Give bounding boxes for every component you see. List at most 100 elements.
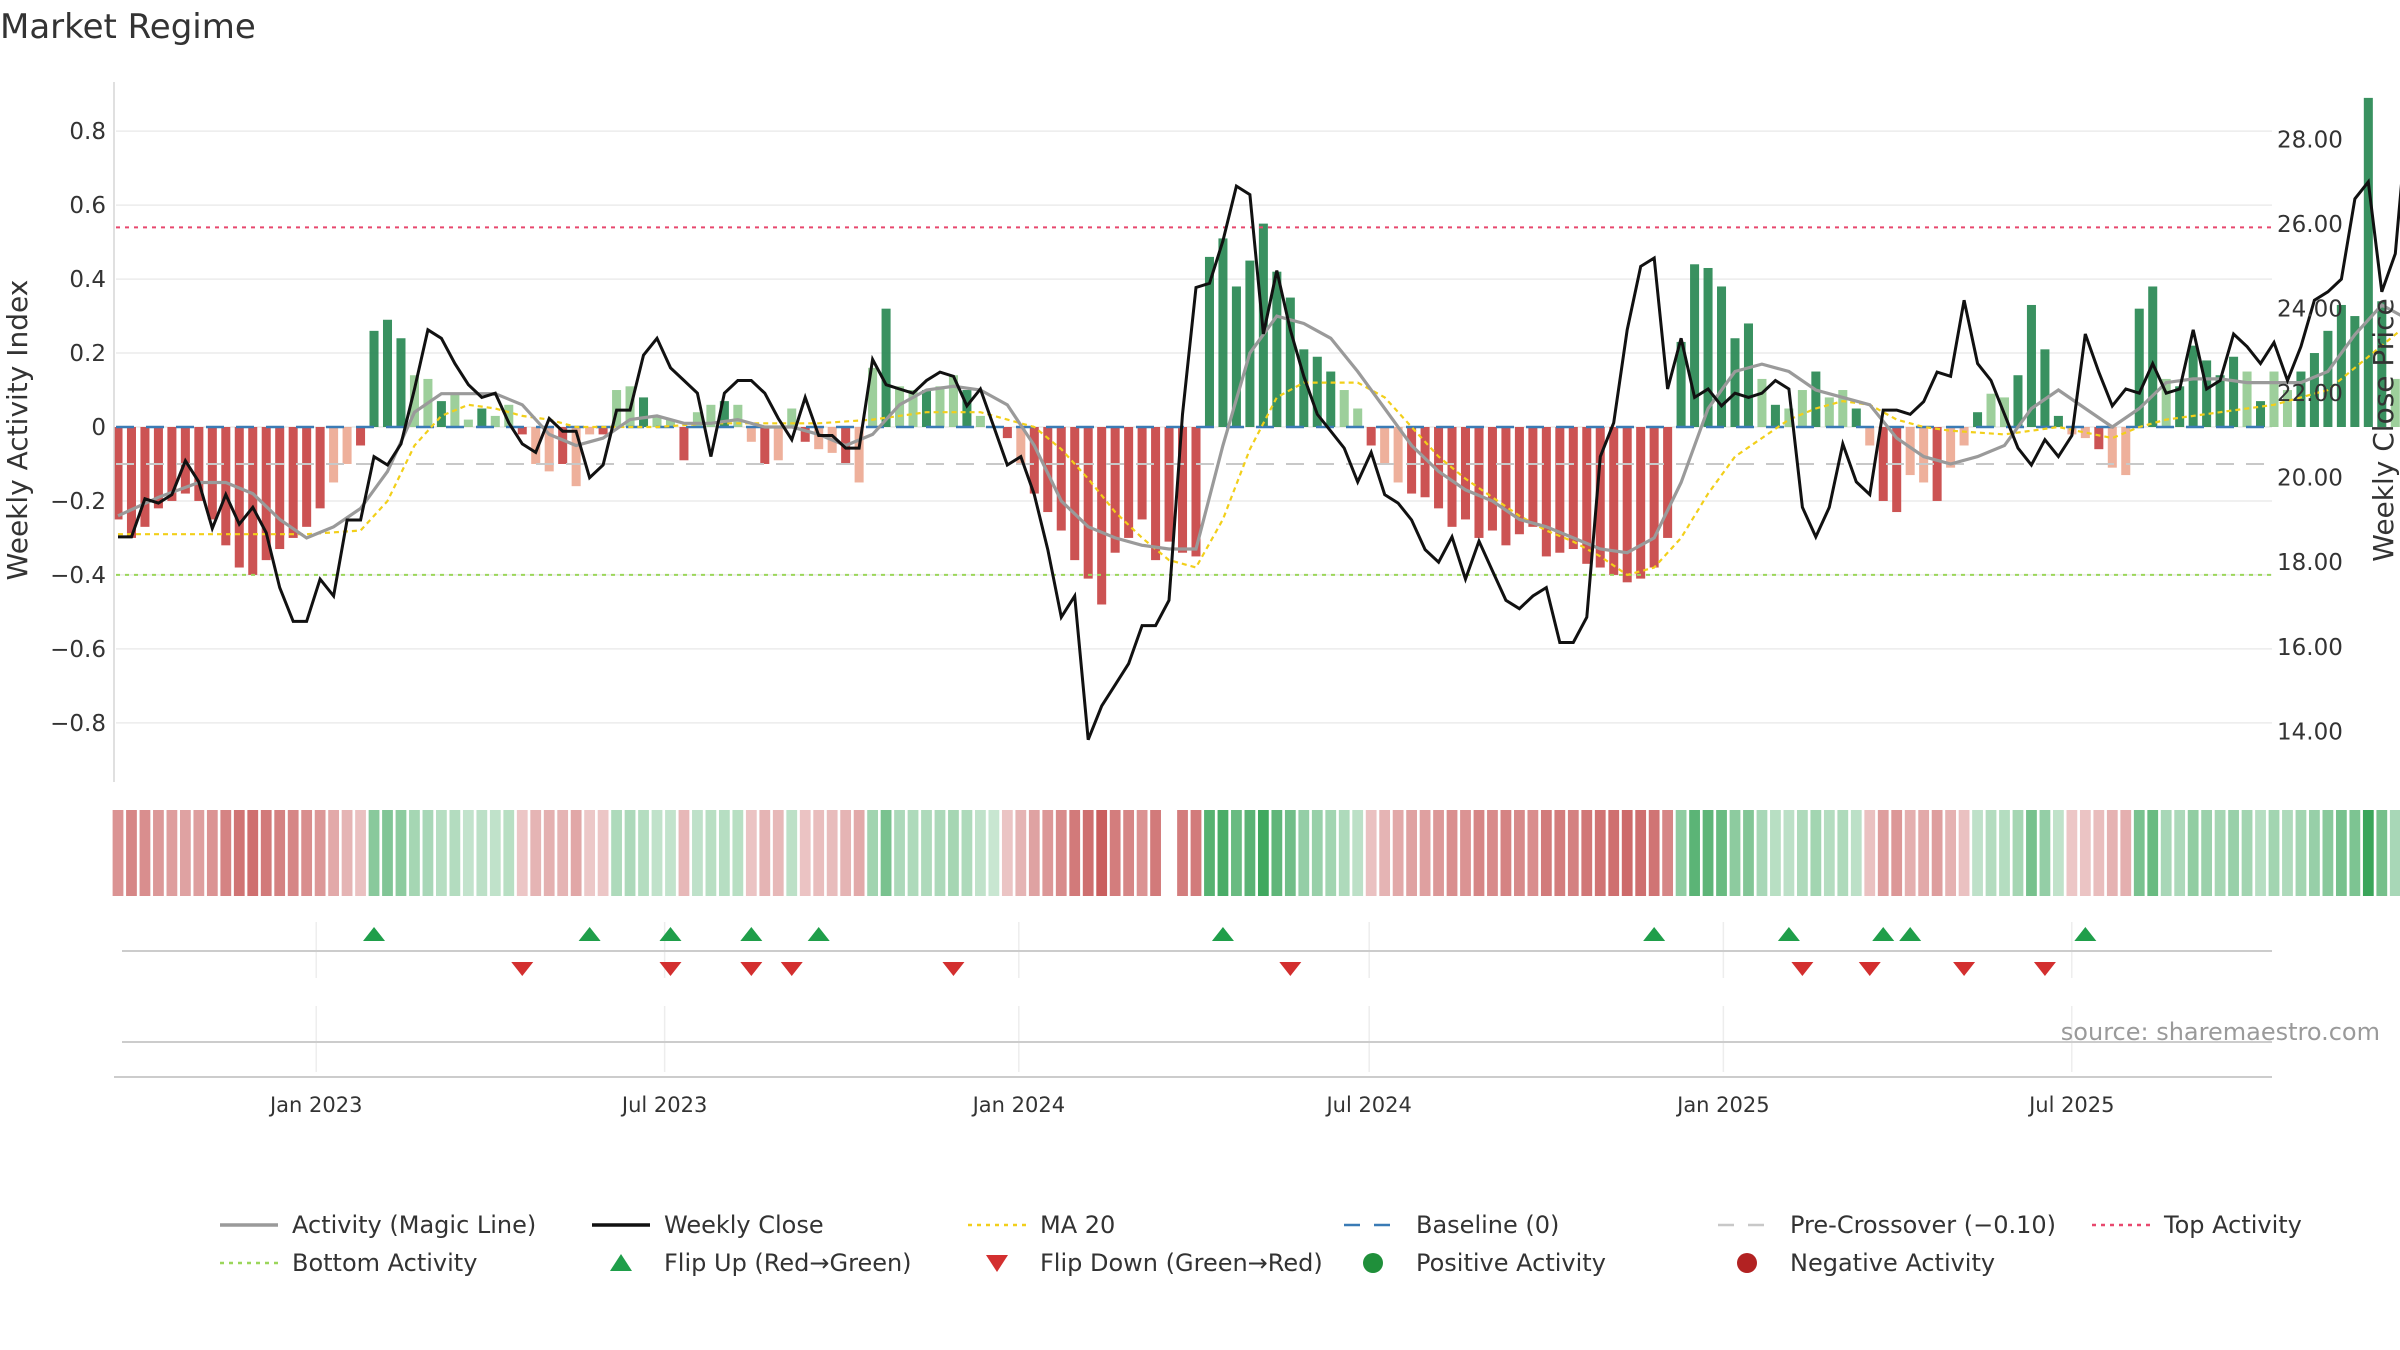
activity-bar-positive: [1312, 356, 1322, 427]
regime-cell: [1406, 810, 1417, 896]
activity-bar-positive: [1703, 267, 1713, 427]
activity-bar-positive: [2229, 356, 2239, 427]
activity-bar-negative: [1622, 427, 1632, 583]
activity-bar-negative: [1649, 427, 1659, 568]
regime-cell: [1958, 810, 1970, 896]
regime-cell: [1716, 810, 1727, 896]
activity-bar-positive: [1770, 404, 1780, 427]
y-tick-left-label: 0.8: [69, 119, 106, 145]
regime-cell: [1891, 810, 1903, 896]
regime-cell: [247, 810, 259, 896]
regime-cell: [1257, 810, 1269, 896]
y-tick-left-label: 0: [91, 415, 106, 441]
activity-bar-positive: [409, 375, 419, 427]
regime-cell: [516, 810, 528, 896]
activity-bar-negative: [531, 427, 541, 464]
legend-label: Pre-Crossover (−0.10): [1790, 1211, 2056, 1239]
regime-cell: [1271, 810, 1283, 896]
flip-markers: [122, 922, 2272, 1072]
regime-cell: [436, 810, 447, 896]
activity-bar-positive: [2188, 345, 2198, 427]
flip-up-marker: [807, 927, 830, 941]
regime-cell: [1365, 810, 1377, 896]
activity-bar-positive: [1339, 390, 1349, 427]
magic-line: [117, 302, 2400, 555]
activity-bar-negative: [1595, 427, 1605, 568]
regime-cell: [2187, 810, 2199, 896]
axes: −0.8 −0.6 −0.4 −0.2 0 0.2 0.4 0.6 0.8 14.00 16.00 1…: [50, 82, 2343, 782]
regime-cell: [166, 810, 178, 896]
regime-cell: [867, 810, 878, 896]
flip-down-marker: [1279, 962, 1302, 976]
legend-label: Activity (Magic Line): [292, 1211, 536, 1239]
legend-label: Weekly Close: [664, 1211, 824, 1239]
legend-label: Top Activity: [2163, 1211, 2302, 1239]
regime-cell: [1433, 810, 1444, 896]
activity-bar-positive: [2215, 375, 2225, 427]
regime-cell: [880, 810, 892, 896]
activity-bar-positive: [639, 397, 649, 427]
regime-cell: [449, 810, 461, 896]
activity-bar-positive: [2336, 304, 2346, 427]
activity-bar-positive: [2026, 304, 2036, 427]
regime-cell: [1823, 810, 1835, 896]
regime-cell: [260, 810, 272, 896]
activity-bar-negative: [1178, 427, 1188, 553]
activity-bar-positive: [1717, 286, 1727, 427]
activity-bar-positive: [2282, 390, 2292, 427]
regime-cell: [2106, 810, 2118, 896]
activity-bar-positive: [1757, 378, 1767, 427]
activity-bar-positive: [1690, 264, 1700, 427]
activity-bar-negative: [1029, 427, 1039, 494]
activity-bar-negative: [544, 427, 554, 472]
regime-cell: [206, 810, 218, 896]
activity-bar-negative: [248, 427, 258, 575]
regime-cell: [1028, 810, 1040, 896]
regime-cell: [328, 810, 339, 896]
activity-bar-negative: [1514, 427, 1524, 535]
regime-cell: [1999, 810, 2010, 896]
regime-cell: [1850, 810, 1862, 896]
activity-bar-negative: [1016, 427, 1026, 464]
activity-bar-positive: [2161, 378, 2171, 427]
regime-cell: [1136, 810, 1148, 896]
activity-bar-negative: [302, 427, 312, 527]
activity-bar-negative: [1124, 427, 1134, 538]
activity-bar-negative: [221, 427, 231, 546]
regime-cell: [557, 810, 569, 896]
flip-down-marker: [1953, 962, 1976, 976]
activity-bar-negative: [1380, 427, 1390, 464]
legend-swatch: [1737, 1253, 1757, 1273]
regime-cell: [1810, 810, 1822, 896]
regime-cell: [1231, 810, 1242, 896]
activity-bar-positive: [436, 401, 446, 427]
activity-bar-negative: [571, 427, 581, 487]
activity-bar-negative: [1434, 427, 1444, 509]
regime-cell: [476, 810, 488, 896]
activity-bar-positive: [1299, 349, 1309, 427]
activity-bar-negative: [585, 427, 595, 435]
activity-bar-positive: [2323, 330, 2333, 427]
activity-bar-positive: [612, 390, 622, 427]
regime-cell: [2282, 810, 2293, 896]
activity-bar-positive: [2377, 301, 2387, 427]
regime-cell: [705, 810, 717, 896]
regime-cell: [1244, 810, 1256, 896]
regime-cell: [1729, 810, 1741, 896]
activity-bar-negative: [1932, 427, 1942, 501]
y-tick-right-label: 14.00: [2277, 719, 2343, 745]
regime-cell: [826, 810, 838, 896]
regime-cell: [961, 810, 973, 896]
activity-bar-positive: [1353, 408, 1363, 427]
activity-bar-negative: [1609, 427, 1619, 575]
regime-cell: [1756, 810, 1768, 896]
y-tick-right-label: 16.00: [2277, 635, 2343, 661]
activity-bar-negative: [1568, 427, 1578, 550]
activity-bars: [113, 97, 2400, 605]
activity-bar-positive: [2013, 375, 2023, 427]
regime-cell: [1972, 810, 1983, 896]
activity-bar-positive: [1986, 393, 1996, 427]
flip-up-marker: [2074, 927, 2097, 941]
regime-cell: [1487, 810, 1498, 896]
regime-cell: [1109, 810, 1121, 896]
